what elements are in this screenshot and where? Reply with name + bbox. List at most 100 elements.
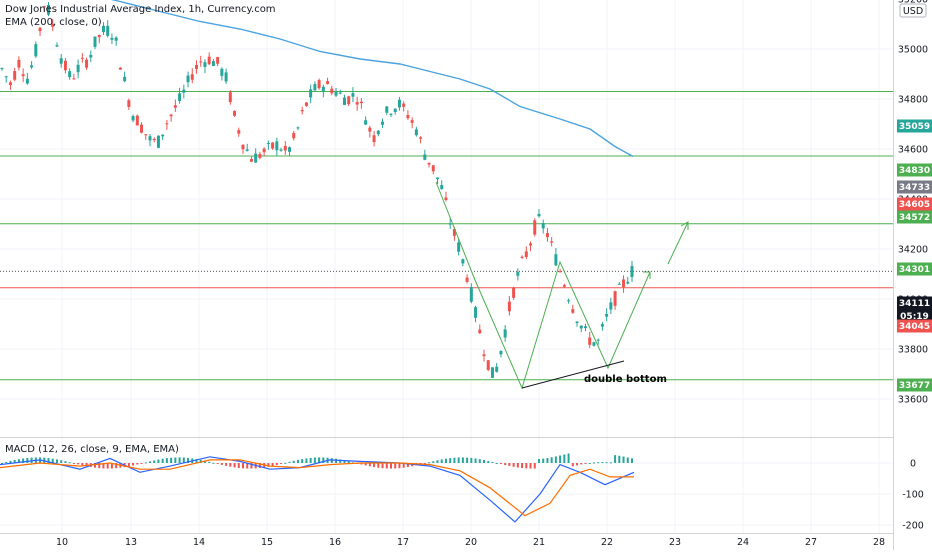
macd-bar xyxy=(398,463,401,469)
candle-body xyxy=(622,279,626,288)
macd-bar xyxy=(17,459,20,463)
macd-bar xyxy=(512,463,515,467)
macd-bar xyxy=(60,460,63,463)
candle-body xyxy=(110,37,114,40)
candle-body xyxy=(537,213,541,217)
currency-badge[interactable]: USD xyxy=(899,3,927,18)
macd-bar xyxy=(521,463,524,469)
price-tag xyxy=(897,180,932,194)
candle-body xyxy=(550,241,554,243)
macd-bar xyxy=(385,463,388,469)
candle-body xyxy=(131,116,135,121)
candle-body xyxy=(588,337,592,345)
candle-body xyxy=(507,301,511,312)
macd-bar xyxy=(81,463,84,466)
candle-body xyxy=(89,54,93,58)
macd-bar xyxy=(529,463,532,469)
macd-bar xyxy=(504,463,507,466)
candle-body xyxy=(203,62,207,67)
macd-bar xyxy=(546,458,549,463)
macd-bar xyxy=(436,460,439,463)
candle-body xyxy=(444,197,448,201)
macd-bar xyxy=(115,463,118,469)
macd-bar xyxy=(271,463,274,466)
macd-bar xyxy=(622,456,625,463)
macd-bar xyxy=(296,459,299,463)
candle-body xyxy=(161,134,165,137)
candle-body xyxy=(63,60,67,71)
macd-bar xyxy=(368,463,371,467)
macd-bar xyxy=(466,457,469,463)
price-tag-label: 34605 xyxy=(899,200,930,210)
candle-body xyxy=(385,106,389,113)
candle-body xyxy=(233,110,237,116)
macd-bar xyxy=(432,461,435,463)
macd-bar xyxy=(132,463,135,466)
candle-body xyxy=(482,354,486,357)
macd-bar xyxy=(373,463,376,468)
macd-bar xyxy=(406,463,409,468)
macd-bar xyxy=(592,462,595,464)
candle-body xyxy=(13,71,17,80)
macd-bar xyxy=(288,461,291,463)
candle-body xyxy=(558,271,562,273)
macd-bar xyxy=(381,463,384,469)
macd-bar xyxy=(165,458,168,463)
macd-bar xyxy=(64,461,67,463)
time-axis[interactable]: 10 13 14 15 16 17 20 21 22 23 24 27 28 xyxy=(56,537,885,548)
candle-body xyxy=(410,120,414,123)
candle-body xyxy=(520,256,524,258)
macd-legend: MACD (12, 26, close, 9, EMA, EMA) xyxy=(5,444,179,455)
macd-bar xyxy=(571,463,574,467)
macd-bar xyxy=(51,458,54,463)
candle-body xyxy=(300,110,304,112)
macd-bar xyxy=(22,458,25,463)
time-tick-label: 23 xyxy=(669,537,681,548)
candle-body xyxy=(583,326,587,329)
macd-bar xyxy=(483,459,486,463)
price-tag-label: 34045 xyxy=(899,322,930,332)
price-tick-label: 34800 xyxy=(898,95,928,106)
time-tick-label: 22 xyxy=(601,537,613,548)
candle-body xyxy=(368,127,372,132)
candle-body xyxy=(182,89,186,93)
candles xyxy=(0,1,634,379)
macd-bar xyxy=(618,455,621,463)
macd-bar xyxy=(559,455,562,463)
candle-body xyxy=(617,283,621,285)
macd-bar xyxy=(377,463,380,468)
time-tick-label: 14 xyxy=(193,537,205,548)
candle-body xyxy=(156,135,160,148)
macd-bar xyxy=(309,457,312,463)
candle-body xyxy=(199,61,203,63)
macd-bar xyxy=(576,463,579,466)
macd-bar xyxy=(394,463,397,469)
candle-body xyxy=(283,145,287,151)
candle-body xyxy=(600,324,604,327)
macd-bar xyxy=(554,456,557,463)
time-tick-label: 17 xyxy=(397,537,409,548)
candle-body xyxy=(359,101,363,104)
candle-body xyxy=(562,285,566,287)
macd-bar xyxy=(440,459,443,463)
arrow-head xyxy=(643,271,651,279)
macd-bar xyxy=(542,458,545,463)
price-tick-label: 35200 xyxy=(898,0,928,6)
time-tick-label: 15 xyxy=(261,537,273,548)
candle-body xyxy=(448,223,452,225)
candle-body xyxy=(254,153,258,163)
candle-body xyxy=(419,137,423,139)
candle-body xyxy=(579,325,583,329)
macd-bar xyxy=(491,461,494,463)
candle-body xyxy=(194,65,198,69)
macd-axis[interactable]: 0 -100 -200 xyxy=(902,459,924,532)
macd-bar xyxy=(597,462,600,464)
macd-bar xyxy=(588,462,591,464)
candle-body xyxy=(478,329,482,334)
macd-bar xyxy=(428,462,431,464)
candle-body xyxy=(461,259,465,264)
macd-bar xyxy=(1,463,3,464)
macd-tick-label: -100 xyxy=(902,490,924,501)
